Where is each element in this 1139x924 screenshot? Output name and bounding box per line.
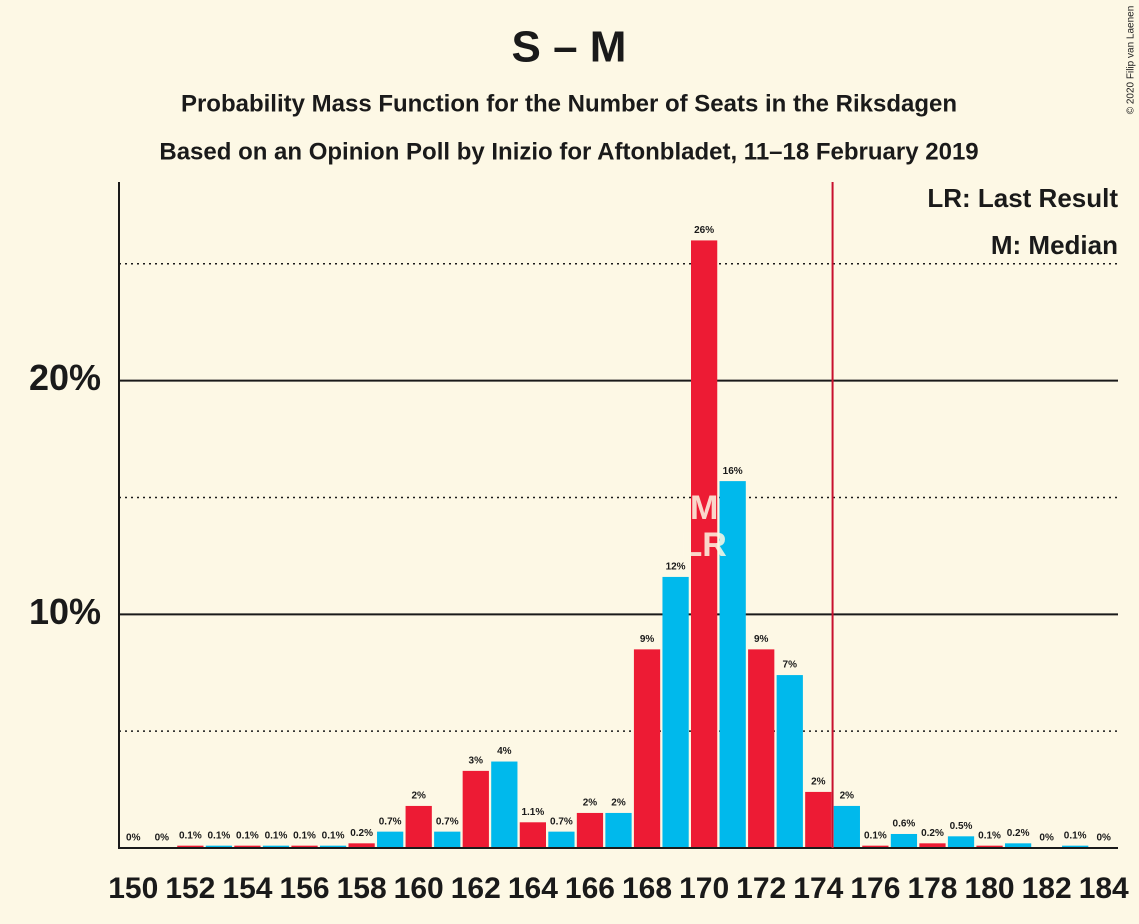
value-label: 4% xyxy=(497,746,512,757)
value-label: 2% xyxy=(411,791,426,802)
bar xyxy=(519,822,547,848)
x-tick-label: 178 xyxy=(907,872,957,905)
bar xyxy=(862,845,889,848)
value-label: 0% xyxy=(1039,833,1054,844)
value-label: 0.5% xyxy=(950,821,973,832)
x-tick-label: 150 xyxy=(108,872,158,905)
x-tick-label: 176 xyxy=(850,872,900,905)
bar xyxy=(662,576,689,848)
copyright: © 2020 Filip van Laenen xyxy=(1126,6,1137,115)
x-tick-label: 156 xyxy=(279,872,329,905)
y-tick-label: 20% xyxy=(29,357,101,398)
bar xyxy=(947,836,975,848)
bar xyxy=(719,481,746,848)
value-label: 7% xyxy=(783,660,798,671)
value-label: 0.2% xyxy=(921,828,944,839)
value-label: 0.1% xyxy=(978,830,1001,841)
value-label: 0.7% xyxy=(379,816,402,827)
bar xyxy=(919,843,946,848)
x-tick-label: 160 xyxy=(394,872,444,905)
value-label: 2% xyxy=(583,798,598,809)
value-label: 12% xyxy=(666,562,686,573)
bar xyxy=(833,805,860,848)
value-label: 0% xyxy=(155,833,170,844)
x-tick-label: 170 xyxy=(679,872,729,905)
bar xyxy=(319,845,347,848)
y-tick-label: 10% xyxy=(29,591,101,632)
bar xyxy=(491,761,518,848)
bar xyxy=(748,649,775,848)
value-label: 26% xyxy=(694,225,714,236)
value-label: 1.1% xyxy=(521,807,544,818)
value-label: 0.1% xyxy=(179,830,202,841)
bar xyxy=(805,791,832,848)
value-label: 2% xyxy=(840,791,855,802)
x-tick-label: 184 xyxy=(1079,872,1129,905)
bar xyxy=(405,805,432,848)
value-label: 0.6% xyxy=(893,819,916,830)
value-label: 0% xyxy=(126,833,141,844)
value-label: 16% xyxy=(723,466,743,477)
value-label: 0.1% xyxy=(864,830,887,841)
x-tick-label: 180 xyxy=(965,872,1015,905)
x-tick-label: 174 xyxy=(793,872,843,905)
value-label: 2% xyxy=(611,798,626,809)
bar xyxy=(177,845,204,848)
bar xyxy=(548,831,575,848)
x-tick-label: 172 xyxy=(736,872,786,905)
x-tick-label: 166 xyxy=(565,872,615,905)
chart-title: S – M xyxy=(512,23,627,72)
bar xyxy=(348,843,375,848)
value-label: 0.1% xyxy=(293,830,316,841)
value-label: 0.7% xyxy=(436,816,459,827)
bar xyxy=(234,845,261,848)
bar xyxy=(1062,845,1089,848)
bar xyxy=(690,240,718,849)
bar xyxy=(262,845,290,848)
bar xyxy=(462,770,489,848)
x-tick-label: 164 xyxy=(508,872,558,905)
x-tick-label: 162 xyxy=(451,872,501,905)
value-label: 3% xyxy=(469,756,484,767)
x-tick-label: 154 xyxy=(222,872,272,905)
value-label: 9% xyxy=(754,634,769,645)
bar xyxy=(205,845,233,848)
value-label: 0.2% xyxy=(350,828,373,839)
bar xyxy=(976,845,1003,848)
bar xyxy=(1004,843,1032,848)
chart-subtitle: Based on an Opinion Poll by Inizio for A… xyxy=(159,138,978,165)
value-label: 9% xyxy=(640,634,655,645)
value-label: 0.2% xyxy=(1007,828,1030,839)
bar xyxy=(377,831,404,848)
value-label: 0.1% xyxy=(1064,830,1087,841)
value-label: 0.1% xyxy=(265,830,288,841)
bar xyxy=(776,675,803,848)
bar xyxy=(291,845,318,848)
value-label: 0.1% xyxy=(236,830,259,841)
x-tick-label: 152 xyxy=(165,872,215,905)
value-label: 0.1% xyxy=(322,830,345,841)
marker-label: M xyxy=(690,489,718,527)
x-tick-label: 182 xyxy=(1022,872,1072,905)
value-label: 0.1% xyxy=(208,830,231,841)
bar xyxy=(576,812,604,848)
marker-label: LR xyxy=(681,526,726,564)
x-tick-label: 158 xyxy=(337,872,387,905)
legend-entry: LR: Last Result xyxy=(927,183,1118,213)
bar xyxy=(633,649,661,848)
value-label: 0.7% xyxy=(550,816,573,827)
chart-subtitle: Probability Mass Function for the Number… xyxy=(181,90,957,117)
bar xyxy=(605,812,632,848)
value-label: 0% xyxy=(1097,833,1112,844)
legend-entry: M: Median xyxy=(991,230,1118,260)
x-tick-label: 168 xyxy=(622,872,672,905)
value-label: 2% xyxy=(811,777,826,788)
bar xyxy=(890,833,918,848)
bar xyxy=(434,831,461,848)
